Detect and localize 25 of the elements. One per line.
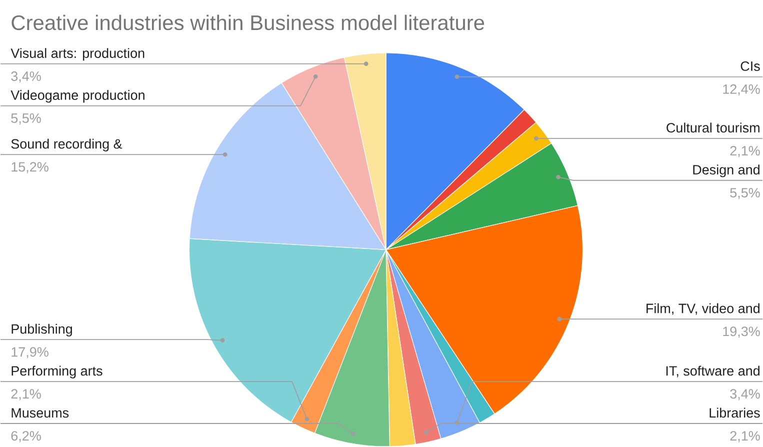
slice-label: IT, software and <box>666 366 760 378</box>
slice-label: Cultural tourism <box>666 122 760 133</box>
data-label: 12,4% <box>723 84 760 96</box>
slice-label: Film, TV, video and <box>646 303 760 315</box>
slice-label: Videogame production <box>10 90 144 103</box>
chart-title: Creative industries within Business model literature <box>12 14 484 30</box>
slice-label: Libraries <box>710 408 760 418</box>
data-label: 15,2% <box>12 162 48 174</box>
data-label: 2,1% <box>730 146 760 158</box>
slice-label: Design and <box>693 164 760 178</box>
slice-label: Sound recording & <box>11 138 122 152</box>
slice-label: CIs <box>740 61 760 72</box>
data-label: 2,1% <box>11 389 41 400</box>
data-label: 17,9% <box>12 347 48 358</box>
data-label: 5,5% <box>730 188 760 200</box>
slice-label: Visual arts: production <box>10 48 144 61</box>
data-label: 3,4% <box>11 72 41 83</box>
data-label: 6,2% <box>11 431 41 442</box>
data-label: 2,1% <box>730 431 760 442</box>
slice-label: Museums <box>12 408 69 418</box>
data-label: 19,3% <box>723 326 760 338</box>
data-label: 3,4% <box>730 389 760 400</box>
data-label: 5,5% <box>11 114 41 125</box>
slice-label: Publishing <box>12 324 72 337</box>
slice-label: Performing arts <box>12 366 102 378</box>
